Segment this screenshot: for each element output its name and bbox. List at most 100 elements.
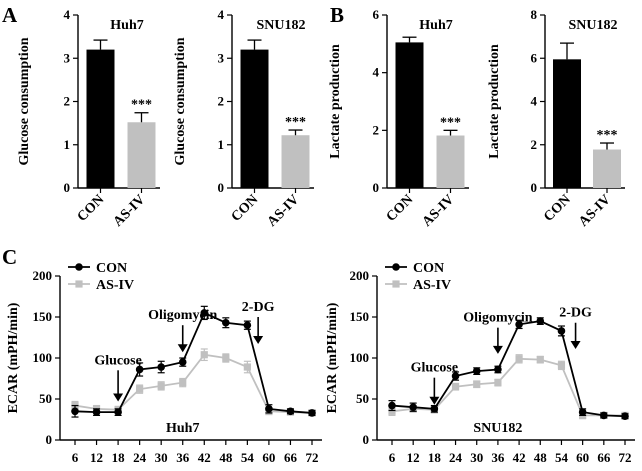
glucose-huh7-significance: *** — [131, 98, 152, 113]
lactate-huh7-title: Huh7 — [419, 18, 452, 33]
ecar-snu182-x-tick-label: 6 — [389, 450, 396, 465]
ecar-huh7-data-point — [308, 409, 316, 417]
glucose-snu182-x-tick-label: AS-IV — [265, 192, 303, 230]
ecar-snu182-data-point — [451, 372, 460, 380]
lactate-huh7-y-tick-label: 2 — [373, 122, 380, 137]
ecar-huh7-marker-arrowhead — [113, 393, 124, 402]
ecar-snu182-data-point — [578, 408, 587, 416]
glucose-snu182-title: SNU182 — [256, 18, 305, 33]
ecar-huh7-x-tick-label: 54 — [241, 450, 255, 465]
glucose-snu182-y-tick-label: 3 — [218, 50, 225, 65]
ecar-huh7-data-point — [135, 365, 144, 374]
ecar-snu182-annotation: SNU182 — [473, 421, 522, 436]
ecar-snu182-y-tick-label: 0 — [363, 432, 370, 447]
lactate-snu182-y-tick-label: 4 — [531, 94, 538, 109]
ecar-huh7-data-point — [265, 405, 273, 413]
ecar-snu182-data-point — [621, 412, 629, 421]
ecar-huh7-y-tick-label: 100 — [33, 350, 53, 365]
ecar-snu182-x-tick-label: 42 — [513, 450, 526, 465]
lactate-snu182-y-tick-label: 2 — [531, 137, 538, 152]
ecar-snu182-data-point — [494, 365, 502, 374]
ecar-huh7-data-point — [286, 407, 295, 416]
ecar-snu182-y-tick-label: 100 — [350, 350, 370, 365]
lactate-huh7-bar-AS-IV — [436, 135, 465, 188]
lactate-snu182-y-tick-label: 8 — [531, 7, 538, 22]
ecar-huh7-data-point — [179, 379, 187, 387]
ecar-huh7-data-point — [243, 321, 252, 330]
ecar-snu182-marker-label: Glucose — [411, 361, 458, 376]
ecar-snu182-data-point — [515, 320, 523, 329]
ecar-huh7-x-tick-label: 42 — [198, 450, 211, 465]
ecar-huh7-x-tick-label: 36 — [176, 450, 190, 465]
ecar-huh7-data-point — [222, 318, 230, 327]
glucose-huh7-x-tick-label: AS-IV — [111, 192, 149, 230]
ecar-huh7-y-tick-label: 0 — [46, 432, 53, 447]
ecar-snu182-series-CON — [388, 317, 629, 421]
ecar-huh7-x-tick-label: 48 — [219, 450, 233, 465]
ecar-huh7-x-tick-label: 60 — [262, 450, 275, 465]
ecar-snu182-data-point — [388, 401, 396, 410]
ecar-snu182-x-tick-label: 12 — [407, 450, 420, 465]
lactate-huh7-x-tick-label: CON — [384, 192, 417, 225]
ecar-huh7-marker-label: 2-DG — [242, 300, 275, 315]
lactate-huh7-y-tick-label: 0 — [373, 180, 380, 195]
glucose-snu182-y-tick-label: 2 — [218, 94, 225, 109]
ecar-huh7-x-tick-label: 6 — [72, 450, 79, 465]
ecar-snu182-marker-arrowhead — [570, 340, 581, 349]
glucose-huh7-y-tick-label: 3 — [64, 50, 71, 65]
ecar-snu182-data-point — [600, 411, 608, 420]
ecar-huh7-data-point — [157, 363, 165, 371]
ecar-huh7-x-tick-label: 24 — [133, 450, 147, 465]
ecar-snu182-data-point — [536, 356, 544, 364]
ecar-snu182-data-point — [409, 403, 417, 412]
ecar-snu182-marker-label: Oligomycin — [463, 311, 532, 326]
lactate-snu182-bar-AS-IV — [593, 149, 621, 188]
ecar-huh7-data-point — [136, 385, 144, 393]
lactate-huh7-significance: *** — [440, 115, 461, 130]
glucose-huh7-y-tick-label: 0 — [64, 180, 71, 195]
lactate-huh7-bar-CON — [395, 42, 424, 189]
ecar-snu182-legend-marker — [392, 280, 400, 288]
ecar-huh7-series-CON — [71, 305, 316, 418]
glucose-snu182-y-tick-label: 1 — [218, 137, 225, 152]
ecar-huh7-data-point — [157, 382, 165, 390]
ecar-snu182-data-point — [451, 383, 460, 391]
ecar-snu182-x-tick-label: 60 — [576, 450, 589, 465]
ecar-snu182-data-point — [536, 317, 545, 325]
glucose-snu182-y-tick-label: 0 — [218, 180, 225, 195]
ecar-snu182-marker-label: 2-DG — [559, 306, 592, 321]
ecar-huh7-y-label: ECAR (mPH/min) — [6, 302, 21, 413]
glucose-huh7-chart: 0 1 2 3 4 Glucose consumption Huh7 CON *** AS-IV — [17, 7, 160, 230]
ecar-huh7-x-tick-label: 12 — [90, 450, 103, 465]
ecar-snu182-x-tick-label: 66 — [597, 450, 611, 465]
glucose-huh7-bar-CON — [86, 49, 115, 188]
ecar-snu182-legend-label: CON — [413, 261, 444, 276]
ecar-snu182-data-point — [557, 327, 566, 335]
ecar-huh7-marker-arrowhead — [177, 344, 188, 353]
ecar-huh7-marker-arrowhead — [253, 336, 264, 345]
glucose-snu182-significance: *** — [285, 115, 306, 130]
ecar-snu182-x-tick-label: 36 — [491, 450, 505, 465]
ecar-huh7-x-tick-label: 72 — [306, 450, 319, 465]
lactate-snu182-y-tick-label: 6 — [531, 50, 538, 65]
ecar-snu182-data-point — [388, 407, 396, 415]
ecar-huh7-y-tick-label: 50 — [39, 391, 52, 406]
ecar-huh7-x-tick-label: 18 — [112, 450, 126, 465]
lactate-snu182-bar-CON — [553, 59, 581, 188]
lactate-huh7-y-tick-label: 4 — [373, 65, 380, 80]
lactate-huh7-y-label: Lactate production — [328, 44, 343, 159]
lactate-huh7-y-tick-label: 6 — [373, 7, 380, 22]
ecar-huh7-y-tick-label: 150 — [33, 309, 53, 324]
ecar-huh7-legend-marker — [75, 280, 83, 288]
ecar-snu182-legend-label: AS-IV — [413, 278, 451, 293]
glucose-snu182-y-label: Glucose consumption — [173, 37, 188, 165]
ecar-snu182-y-tick-label: 50 — [356, 391, 369, 406]
glucose-snu182-x-tick-label: CON — [229, 192, 262, 225]
ecar-huh7-data-point — [200, 351, 208, 359]
glucose-snu182-chart: 0 1 2 3 4 Glucose consumption SNU182 CON *** AS-I… — [173, 7, 314, 230]
lactate-snu182-chart: 0 2 4 6 8 Lactate production SNU182 CON *** AS-IV — [487, 7, 625, 230]
lactate-snu182-significance: *** — [597, 128, 618, 143]
ecar-huh7-chart: 0 50 100 150 200 ECAR (mPH/min) 6 12 18 24 30 36 42 4… — [6, 261, 322, 465]
ecar-snu182-chart: 0 50 100 150 200 ECAR (mPH/min) 6 12 18 24 30 36 42 4… — [325, 261, 635, 465]
